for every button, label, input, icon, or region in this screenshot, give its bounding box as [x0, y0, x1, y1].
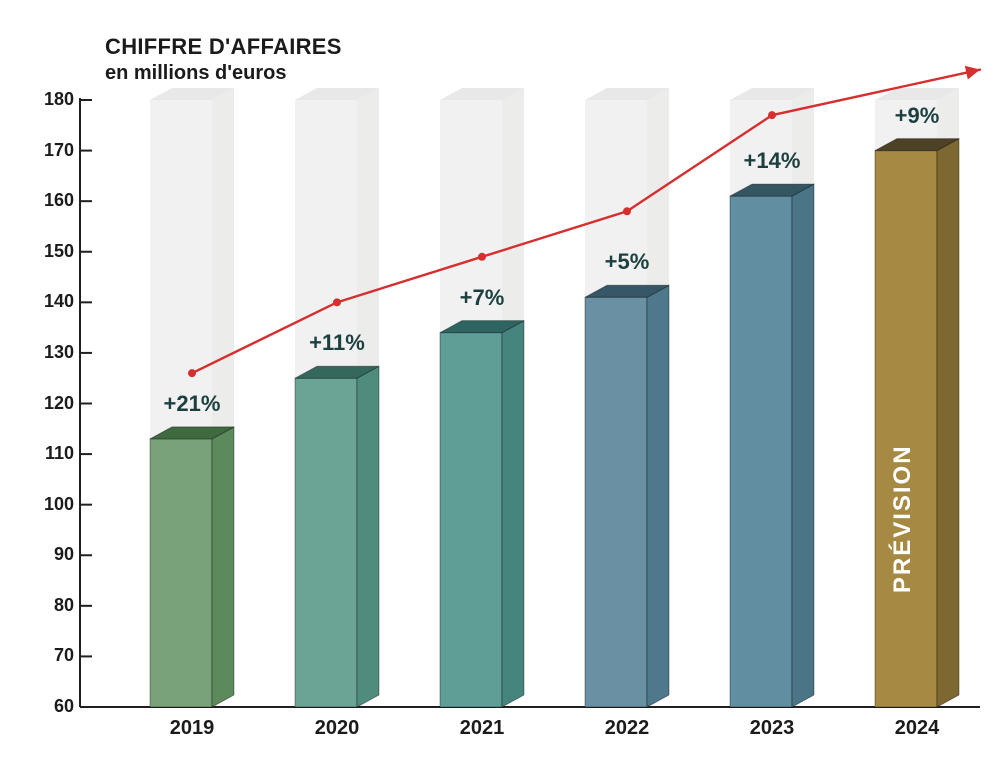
x-category-label: 2022 [581, 717, 673, 740]
y-tick-label: 80 [54, 595, 74, 616]
revenue-bar-chart: PRÉVISION [0, 0, 1000, 778]
y-tick-label: 170 [44, 140, 74, 161]
x-category-label: 2021 [436, 717, 528, 740]
y-tick-label: 90 [54, 544, 74, 565]
growth-label: +21% [146, 391, 238, 417]
x-category-label: 2020 [291, 717, 383, 740]
y-tick-label: 60 [54, 696, 74, 717]
growth-label: +14% [726, 148, 818, 174]
growth-label: +11% [291, 330, 383, 356]
y-tick-label: 150 [44, 241, 74, 262]
growth-label: +9% [871, 103, 963, 129]
y-tick-label: 70 [54, 645, 74, 666]
x-category-label: 2023 [726, 717, 818, 740]
y-tick-label: 130 [44, 342, 74, 363]
x-category-label: 2024 [871, 717, 963, 740]
y-tick-label: 100 [44, 494, 74, 515]
x-category-label: 2019 [146, 717, 238, 740]
y-tick-label: 120 [44, 393, 74, 414]
y-tick-label: 140 [44, 291, 74, 312]
y-tick-label: 180 [44, 89, 74, 110]
growth-label: +5% [581, 249, 673, 275]
forecast-label: PRÉVISION [888, 444, 916, 593]
y-tick-label: 160 [44, 190, 74, 211]
y-tick-label: 110 [45, 443, 74, 464]
growth-label: +7% [436, 285, 528, 311]
